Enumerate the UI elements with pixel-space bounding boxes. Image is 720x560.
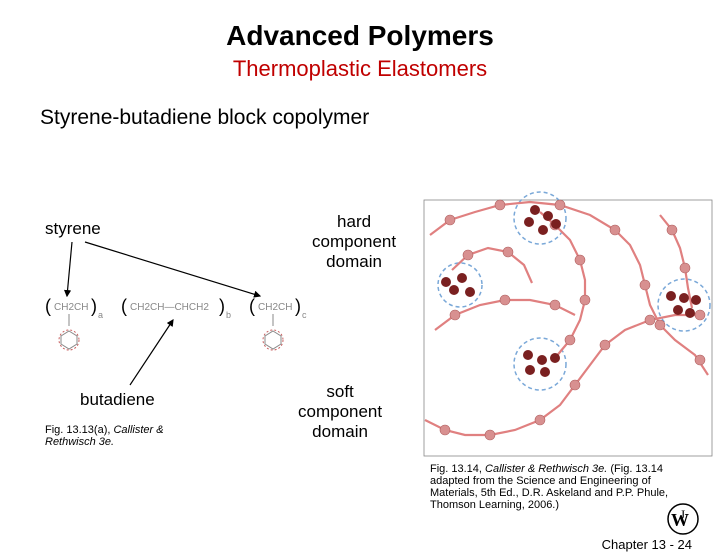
- svg-text:J: J: [680, 507, 685, 522]
- polymer-diagram: [0, 20, 720, 560]
- publisher-logo-icon: W J: [666, 502, 700, 536]
